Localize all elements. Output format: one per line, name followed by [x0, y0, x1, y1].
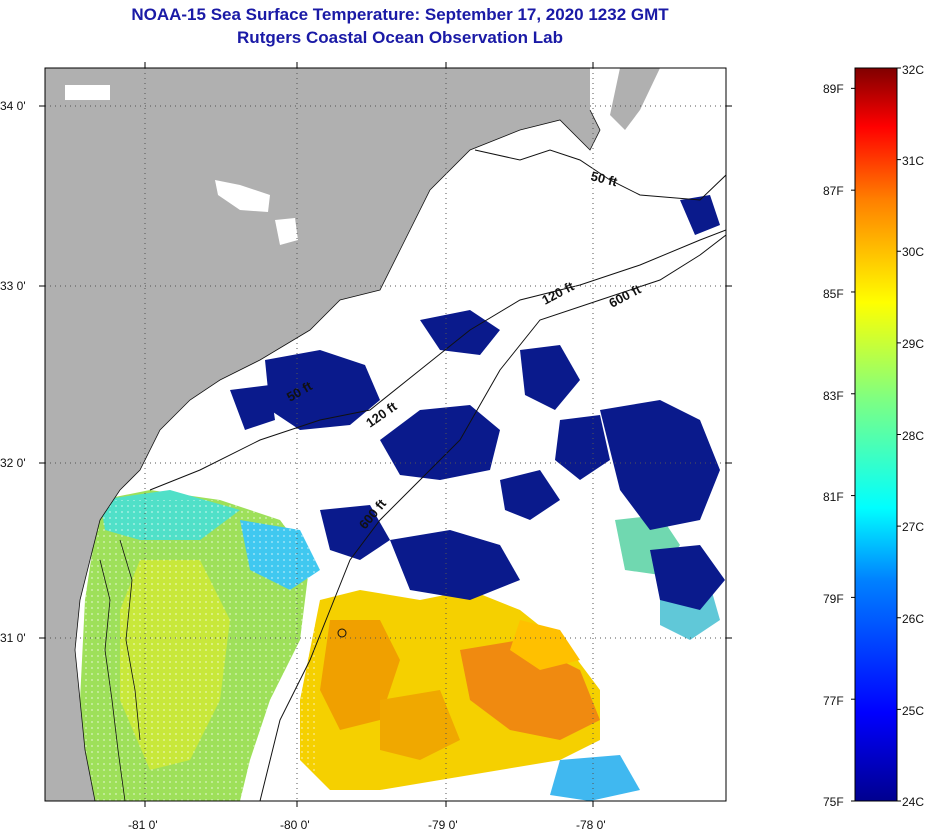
cb-label-30c: 30C: [902, 245, 924, 259]
cb-label-24c: 24C: [902, 795, 924, 809]
cb-label-28c: 28C: [902, 429, 924, 443]
contour-label-50ft: 50 ft: [589, 168, 619, 189]
cb-label-81f: 81F: [823, 490, 844, 504]
map-subtitle: Rutgers Coastal Ocean Observation Lab: [237, 28, 563, 47]
land-mass: [45, 68, 600, 801]
depth-contours: [149, 149, 726, 801]
nearshore-water-region: [80, 490, 320, 801]
lon-label-79: -79 0': [428, 818, 458, 832]
map-title: NOAA-15 Sea Surface Temperature: Septemb…: [131, 5, 669, 24]
land-mass-north: [610, 68, 660, 130]
cb-label-77f: 77F: [823, 694, 844, 708]
cb-label-83f: 83F: [823, 389, 844, 403]
warm-water-region: [300, 590, 600, 790]
lon-label-81: -81 0': [128, 818, 158, 832]
cb-label-87f: 87F: [823, 184, 844, 198]
cb-label-26c: 26C: [902, 612, 924, 626]
lon-label-78: -78 0': [576, 818, 606, 832]
cb-label-75f: 75F: [823, 795, 844, 809]
lon-label-80: -80 0': [280, 818, 310, 832]
cb-label-79f: 79F: [823, 592, 844, 606]
cold-water-region: [230, 195, 725, 610]
lat-label-34: 34 0': [0, 99, 26, 113]
cb-label-29c: 29C: [902, 337, 924, 351]
color-bar: [854, 67, 898, 802]
cb-label-85f: 85F: [823, 287, 844, 301]
axis-ticks: [39, 62, 732, 807]
cb-label-27c: 27C: [902, 520, 924, 534]
coastline: [74, 109, 601, 801]
cb-label-89f: 89F: [823, 82, 844, 96]
lat-label-31: 31 0': [0, 631, 26, 645]
color-bar-ticks: [851, 67, 901, 802]
lat-label-33: 33 0': [0, 279, 26, 293]
cloud-patches: [65, 85, 298, 245]
grid-lines: [45, 68, 726, 801]
contour-ring: [337, 628, 347, 638]
lat-label-32: 32 0': [0, 456, 26, 470]
cb-label-25c: 25C: [902, 704, 924, 718]
map-frame: [44, 67, 727, 802]
cb-label-31c: 31C: [902, 154, 924, 168]
cb-label-32c: 32C: [902, 63, 924, 77]
